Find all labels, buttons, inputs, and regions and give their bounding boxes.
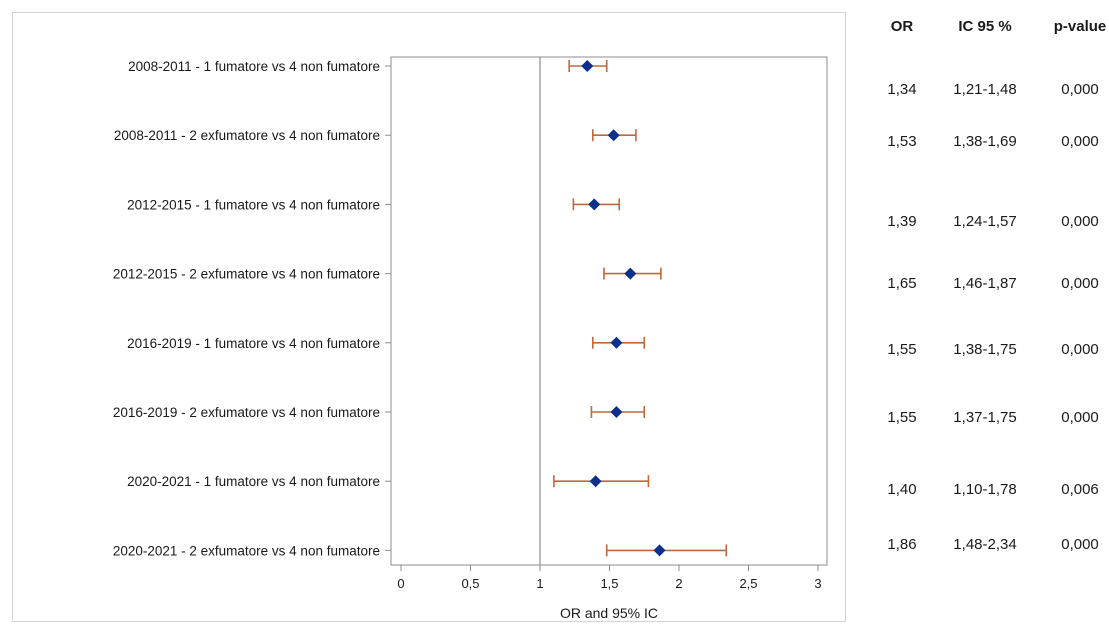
- x-tick-label: 2,5: [739, 576, 757, 591]
- table-cell-p-value: 0,000: [1061, 409, 1099, 426]
- table-cell-or-value: 1,55: [887, 341, 917, 358]
- table-cell-p-value: 0,006: [1061, 481, 1099, 498]
- data-marks: [553, 60, 728, 557]
- plot-area: [390, 56, 828, 566]
- table-cell-or-value: 1,65: [887, 275, 917, 292]
- table-cell-ic-range: 1,46-1,87: [953, 275, 1017, 292]
- x-tick-label: 3: [814, 576, 821, 591]
- y-category-label: 2008-2011 - 1 fumatore vs 4 non fumatore: [128, 59, 380, 74]
- table-cell-ic-range: 1,37-1,75: [953, 409, 1017, 426]
- table-cell-or-value: 1,55: [887, 409, 917, 426]
- or-point-marker: [610, 406, 623, 418]
- y-category-label: 2020-2021 - 1 fumatore vs 4 non fumatore: [127, 474, 380, 489]
- or-point-marker: [589, 475, 602, 488]
- forest-plot: 2008-2011 - 1 fumatore vs 4 non fumatore…: [113, 56, 828, 621]
- table-cell-or-value: 1,34: [887, 81, 917, 98]
- or-point-marker: [610, 336, 623, 349]
- header-or: OR: [890, 18, 914, 35]
- table-cell-p-value: 0,000: [1061, 133, 1099, 150]
- table-cell-or-value: 1,40: [887, 481, 917, 498]
- x-axis-title: OR and 95% IC: [560, 605, 658, 621]
- table-cell-or-value: 1,39: [887, 213, 917, 230]
- y-category-label: 2016-2019 - 1 fumatore vs 4 non fumatore: [127, 336, 380, 351]
- x-tick-label: 2: [675, 576, 682, 591]
- x-axis: 0 0,5 1 1,5 2 2,5 3: [397, 565, 822, 591]
- or-point-marker: [581, 60, 594, 72]
- or-point-marker: [624, 267, 637, 280]
- header-p-value: p-value: [1053, 18, 1107, 35]
- table-cell-or-value: 1,53: [887, 133, 917, 150]
- table-cell-p-value: 0,000: [1061, 341, 1099, 358]
- header-ic95: IC 95 %: [958, 18, 1012, 35]
- table-cell-ic-range: 1,48-2,34: [953, 536, 1017, 553]
- y-category-label: 2016-2019 - 2 exfumatore vs 4 non fumato…: [113, 405, 380, 420]
- table-cell-ic-range: 1,10-1,78: [953, 481, 1017, 498]
- or-point-marker: [588, 198, 601, 211]
- table-cell-p-value: 0,000: [1061, 275, 1099, 292]
- x-tick-label: 1: [536, 576, 543, 591]
- table-cell-or-value: 1,86: [887, 536, 917, 553]
- table-cell-ic-range: 1,21-1,48: [953, 81, 1017, 98]
- or-point-marker: [653, 544, 666, 557]
- table-cell-p-value: 0,000: [1061, 81, 1099, 98]
- x-tick-label: 1,5: [600, 576, 618, 591]
- chart-frame: [12, 12, 846, 622]
- table-cell-p-value: 0,000: [1061, 536, 1099, 553]
- y-category-label: 2020-2021 - 2 exfumatore vs 4 non fumato…: [113, 543, 380, 558]
- table-cell-ic-range: 1,38-1,69: [953, 133, 1017, 150]
- table-cell-ic-range: 1,24-1,57: [953, 213, 1017, 230]
- y-axis-labels: 2008-2011 - 1 fumatore vs 4 non fumatore…: [113, 59, 391, 558]
- x-tick-label: 0: [397, 576, 404, 591]
- table-cell-p-value: 0,000: [1061, 213, 1099, 230]
- y-category-label: 2008-2011 - 2 exfumatore vs 4 non fumato…: [114, 128, 380, 143]
- x-tick-label: 0,5: [461, 576, 479, 591]
- or-point-marker: [607, 129, 620, 142]
- y-category-label: 2012-2015 - 2 exfumatore vs 4 non fumato…: [113, 267, 380, 282]
- y-category-label: 2012-2015 - 1 fumatore vs 4 non fumatore: [127, 197, 380, 212]
- table-cell-ic-range: 1,38-1,75: [953, 341, 1017, 358]
